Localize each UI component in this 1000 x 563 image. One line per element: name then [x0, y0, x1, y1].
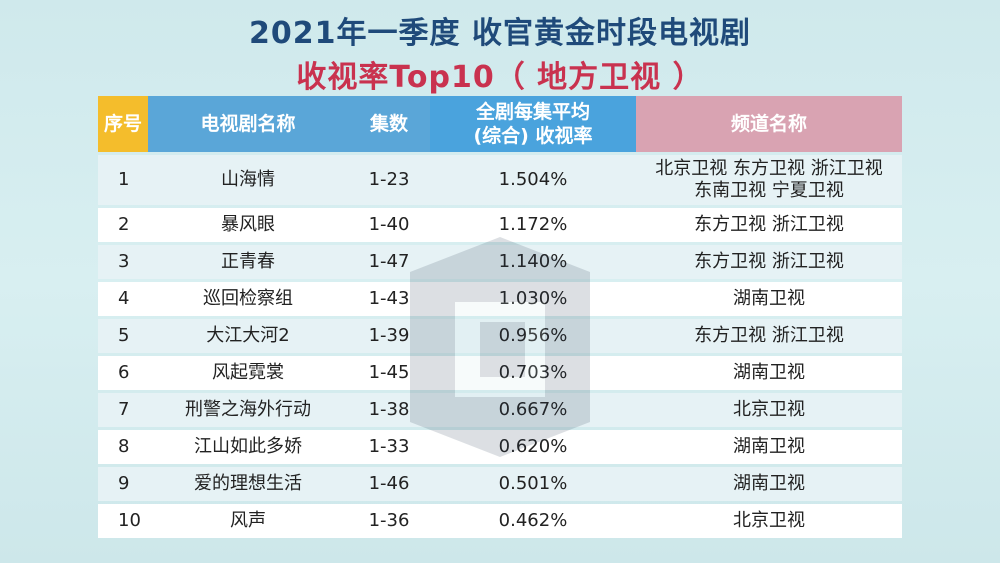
cell-episodes: 1-23	[348, 155, 430, 205]
cell-name: 山海情	[148, 155, 348, 205]
table-row: 4 巡回检察组 1-43 1.030% 湖南卫视	[98, 282, 902, 316]
cell-no: 7	[98, 393, 148, 427]
table-row: 3 正青春 1-47 1.140% 东方卫视 浙江卫视	[98, 245, 902, 279]
cell-rate: 0.462%	[430, 504, 636, 538]
table-row: 7 刑警之海外行动 1-38 0.667% 北京卫视	[98, 393, 902, 427]
cell-rate: 1.504%	[430, 155, 636, 205]
cell-channel: 湖南卫视	[636, 282, 902, 316]
cell-no: 10	[98, 504, 148, 538]
cell-rate: 0.501%	[430, 467, 636, 501]
cell-rate: 0.620%	[430, 430, 636, 464]
header-rate-line1: 全剧每集平均	[475, 101, 590, 123]
cell-name: 正青春	[148, 245, 348, 279]
cell-rate: 1.140%	[430, 245, 636, 279]
cell-no: 1	[98, 155, 148, 205]
cell-episodes: 1-40	[348, 208, 430, 242]
cell-episodes: 1-47	[348, 245, 430, 279]
header-episodes: 集数	[348, 96, 430, 152]
cell-no: 5	[98, 319, 148, 353]
cell-channel: 东方卫视 浙江卫视	[636, 245, 902, 279]
ratings-table: 序号 电视剧名称 集数 全剧每集平均 (综合) 收视率 频道名称 1 山海情 1…	[98, 93, 902, 541]
cell-episodes: 1-33	[348, 430, 430, 464]
cell-channel: 湖南卫视	[636, 467, 902, 501]
cell-name: 巡回检察组	[148, 282, 348, 316]
cell-name: 大江大河2	[148, 319, 348, 353]
header-name: 电视剧名称	[148, 96, 348, 152]
table-header-row: 序号 电视剧名称 集数 全剧每集平均 (综合) 收视率 频道名称	[98, 96, 902, 152]
cell-no: 2	[98, 208, 148, 242]
cell-episodes: 1-36	[348, 504, 430, 538]
cell-episodes: 1-39	[348, 319, 430, 353]
cell-episodes: 1-46	[348, 467, 430, 501]
header-channel: 频道名称	[636, 96, 902, 152]
cell-rate: 1.172%	[430, 208, 636, 242]
cell-episodes: 1-43	[348, 282, 430, 316]
cell-channel-line1: 北京卫视 东方卫视 浙江卫视	[655, 158, 883, 179]
cell-no: 3	[98, 245, 148, 279]
header-no: 序号	[98, 96, 148, 152]
cell-rate: 0.667%	[430, 393, 636, 427]
page-title: 2021年一季度 收官黄金时段电视剧	[249, 16, 751, 51]
table-row: 6 风起霓裳 1-45 0.703% 湖南卫视	[98, 356, 902, 390]
table-row: 2 暴风眼 1-40 1.172% 东方卫视 浙江卫视	[98, 208, 902, 242]
header-rate-line2: (综合) 收视率	[473, 125, 593, 147]
cell-rate: 0.703%	[430, 356, 636, 390]
cell-channel: 东方卫视 浙江卫视	[636, 319, 902, 353]
cell-no: 9	[98, 467, 148, 501]
header-rate: 全剧每集平均 (综合) 收视率	[430, 96, 636, 152]
cell-name: 风声	[148, 504, 348, 538]
table-row: 8 江山如此多娇 1-33 0.620% 湖南卫视	[98, 430, 902, 464]
cell-name: 风起霓裳	[148, 356, 348, 390]
cell-no: 4	[98, 282, 148, 316]
cell-channel: 东方卫视 浙江卫视	[636, 208, 902, 242]
cell-name: 刑警之海外行动	[148, 393, 348, 427]
cell-name: 暴风眼	[148, 208, 348, 242]
cell-channel: 北京卫视	[636, 504, 902, 538]
cell-episodes: 1-38	[348, 393, 430, 427]
table-row: 1 山海情 1-23 1.504% 北京卫视 东方卫视 浙江卫视 东南卫视 宁夏…	[98, 155, 902, 205]
cell-channel-line2: 东南卫视 宁夏卫视	[694, 180, 844, 201]
page-subtitle: 收视率Top10（ 地方卫视 ）	[296, 60, 704, 95]
cell-no: 6	[98, 356, 148, 390]
cell-rate: 1.030%	[430, 282, 636, 316]
cell-episodes: 1-45	[348, 356, 430, 390]
cell-no: 8	[98, 430, 148, 464]
cell-name: 江山如此多娇	[148, 430, 348, 464]
cell-channel: 湖南卫视	[636, 430, 902, 464]
cell-rate: 0.956%	[430, 319, 636, 353]
table-row: 5 大江大河2 1-39 0.956% 东方卫视 浙江卫视	[98, 319, 902, 353]
cell-channel: 北京卫视 东方卫视 浙江卫视 东南卫视 宁夏卫视	[636, 155, 902, 205]
table-row: 10 风声 1-36 0.462% 北京卫视	[98, 504, 902, 538]
cell-name: 爱的理想生活	[148, 467, 348, 501]
table-row: 9 爱的理想生活 1-46 0.501% 湖南卫视	[98, 467, 902, 501]
cell-channel: 北京卫视	[636, 393, 902, 427]
cell-channel: 湖南卫视	[636, 356, 902, 390]
